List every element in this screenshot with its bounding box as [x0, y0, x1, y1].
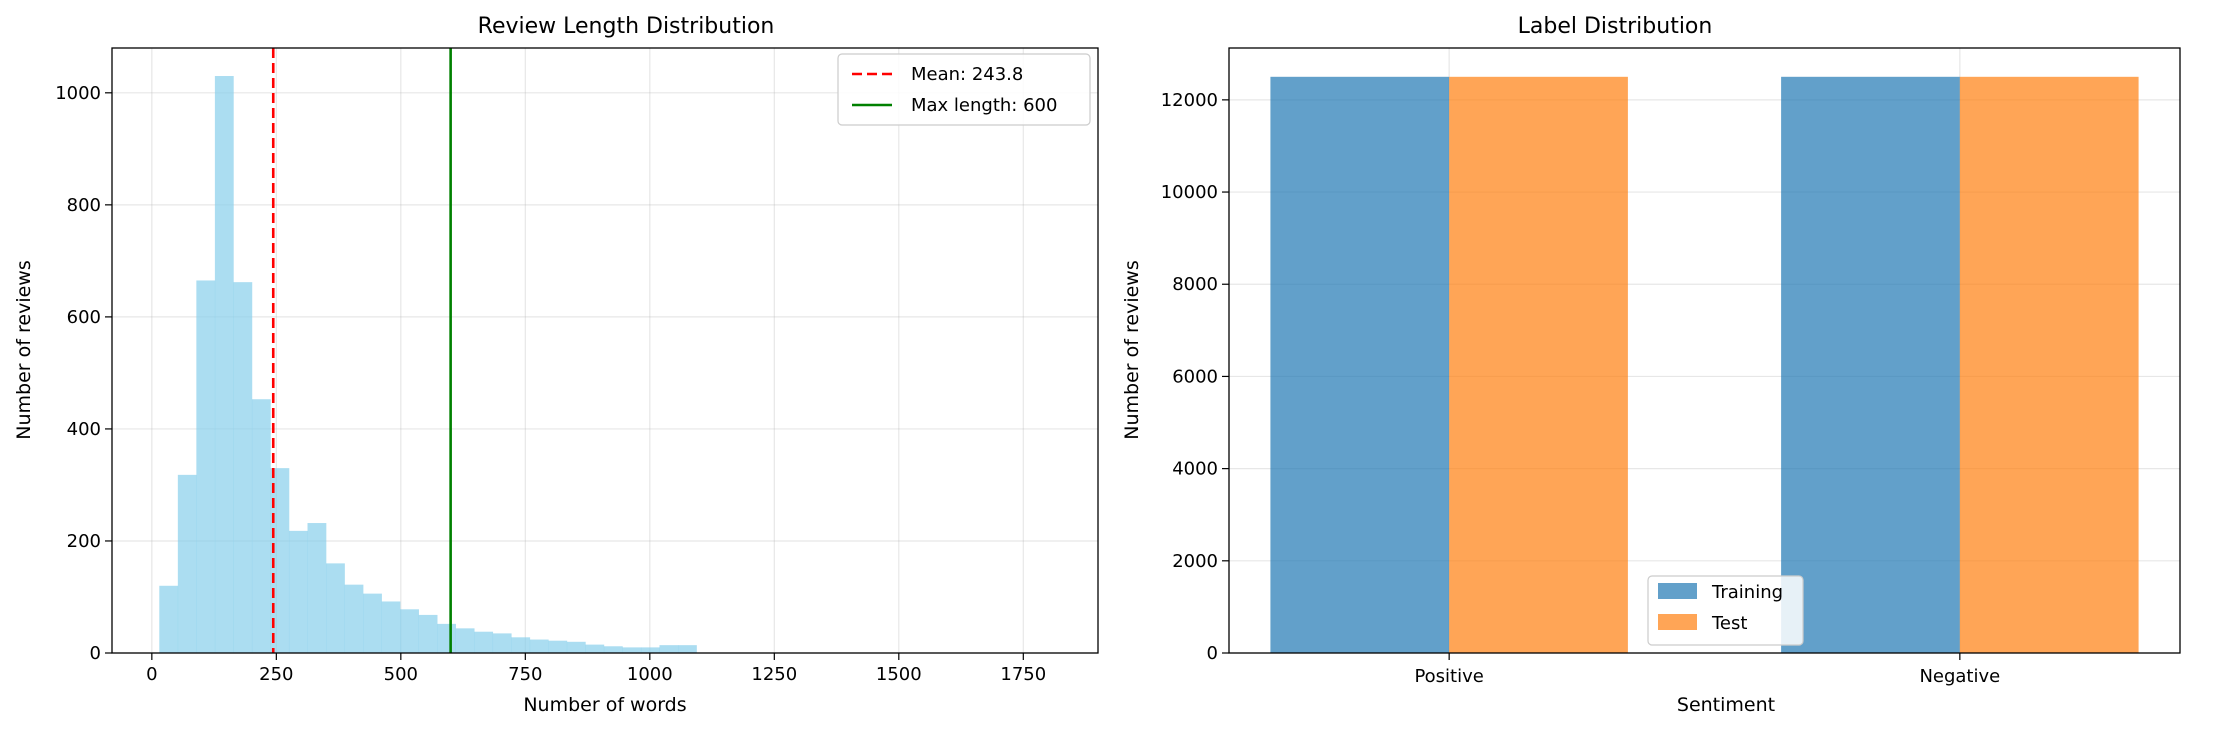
x-tick-label: 0	[146, 664, 157, 685]
histogram-bar	[326, 563, 345, 653]
legend-label-training: Training	[1711, 582, 1783, 603]
histogram-bar	[529, 639, 549, 653]
y-tick-label: 0	[90, 643, 101, 664]
y-axis-label: Number of reviews	[1121, 260, 1143, 439]
chart-title: Label Distribution	[1518, 14, 1713, 39]
x-axis-label: Sentiment	[1677, 694, 1775, 716]
histogram-bar	[622, 647, 642, 653]
bar-training-negative	[1781, 76, 1960, 654]
histogram-bar	[492, 633, 512, 653]
histogram-bar	[640, 647, 660, 653]
histogram-bar	[455, 628, 475, 653]
bar-test-negative	[1959, 76, 2139, 654]
legend-label-max-length: Max length: 600	[911, 95, 1057, 116]
bar-training-positive	[1270, 76, 1450, 654]
histogram-bar	[307, 523, 327, 653]
histogram-bar	[381, 601, 401, 653]
plot-frame	[1228, 47, 2181, 654]
histogram-bars	[159, 76, 697, 653]
x-tick-label: 250	[259, 664, 293, 685]
histogram-bar	[511, 637, 531, 653]
chart-title: Review Length Distribution	[478, 14, 775, 39]
bar-test-positive	[1449, 76, 1628, 654]
histogram-bar	[437, 623, 457, 653]
y-tick-label: 10000	[1161, 182, 1218, 203]
y-tick-label: 6000	[1172, 366, 1218, 387]
legend-swatch-training	[1658, 583, 1697, 599]
y-tick-label: 0	[1207, 643, 1218, 664]
histogram-bar	[363, 593, 382, 653]
y-tick-label: 8000	[1172, 274, 1218, 295]
x-axis-ticks: Positive Negative	[1414, 653, 2000, 687]
x-axis-label: Number of words	[523, 694, 686, 716]
histogram-bar	[400, 609, 419, 653]
y-tick-label: 400	[67, 419, 101, 440]
histogram-bar	[196, 280, 216, 653]
y-tick-label: 2000	[1172, 551, 1218, 572]
bar-chart: Label Distribution Positive Negative 0 200…	[1121, 14, 2181, 716]
y-axis-ticks: 0 2000 4000 6000 8000 10000 12000	[1161, 90, 1229, 664]
x-tick-label: 1000	[627, 664, 673, 685]
y-tick-label: 4000	[1172, 459, 1218, 480]
legend-frame	[837, 53, 1091, 126]
y-tick-label: 600	[67, 307, 101, 328]
x-tick-label: Positive	[1414, 666, 1483, 687]
plot-frame	[111, 47, 1099, 654]
histogram-bar	[603, 646, 623, 653]
histogram-bar	[678, 645, 697, 653]
x-axis-ticks: 0 250 500 750 1000 1250 1500 1750	[146, 653, 1046, 685]
histogram-bar	[214, 76, 234, 653]
y-tick-label: 200	[67, 531, 101, 552]
histogram-chart: Review Length Distribution 0 250 500 750 100…	[13, 14, 1099, 716]
legend-label-mean: Mean: 243.8	[911, 64, 1023, 85]
histogram-bar	[159, 585, 179, 653]
x-tick-label: 1250	[751, 664, 797, 685]
x-tick-label: 750	[508, 664, 542, 685]
histogram-bar	[177, 474, 197, 653]
y-tick-label: 800	[67, 195, 101, 216]
histogram-bar	[659, 645, 679, 653]
x-tick-label: 1750	[1000, 664, 1046, 685]
histogram-bar	[233, 282, 253, 653]
x-tick-label: 500	[384, 664, 418, 685]
histogram-bar	[251, 399, 271, 653]
x-tick-label: Negative	[1919, 666, 2000, 687]
x-tick-label: 1500	[876, 664, 922, 685]
histogram-bar	[344, 584, 364, 653]
legend-label-test: Test	[1711, 613, 1747, 634]
y-tick-label: 12000	[1161, 90, 1218, 111]
histogram-bar	[474, 631, 494, 653]
y-axis-ticks: 0 200 400 600 800 1000	[55, 83, 112, 664]
histogram-bar	[585, 644, 605, 653]
histogram-bar	[418, 614, 438, 653]
histogram-bar	[270, 468, 290, 653]
histogram-bar	[566, 641, 586, 653]
y-axis-label: Number of reviews	[13, 260, 35, 439]
reference-lines	[271, 48, 452, 653]
legend: Mean: 243.8 Max length: 600	[837, 53, 1091, 126]
bars	[1270, 76, 2139, 654]
legend: Training Test	[1647, 575, 1804, 646]
histogram-bar	[288, 530, 308, 653]
y-tick-label: 1000	[55, 83, 101, 104]
legend-swatch-test	[1658, 614, 1697, 630]
histogram-bar	[548, 640, 568, 653]
